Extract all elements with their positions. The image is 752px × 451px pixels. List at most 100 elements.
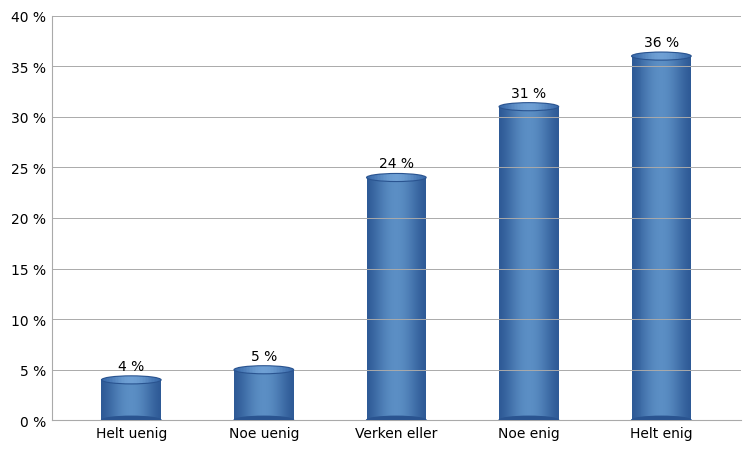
Bar (143, 377, 144, 384)
Bar (130, 376, 132, 384)
Bar (292, 370, 293, 420)
Bar (527, 103, 529, 111)
Bar (549, 107, 550, 420)
Bar (548, 105, 550, 110)
Bar (532, 103, 533, 111)
Bar (277, 370, 279, 420)
Bar (124, 380, 126, 420)
Bar (633, 57, 635, 420)
Bar (678, 54, 679, 60)
Bar (114, 380, 115, 420)
Bar (141, 376, 143, 384)
Bar (687, 57, 688, 420)
Bar (414, 175, 416, 181)
Bar (140, 376, 141, 384)
Bar (501, 107, 502, 420)
Bar (558, 107, 559, 420)
Bar (159, 379, 161, 381)
Bar (121, 376, 123, 384)
Bar (642, 54, 644, 60)
Bar (282, 370, 283, 420)
Bar (503, 107, 504, 420)
Bar (249, 366, 250, 373)
Bar (401, 174, 402, 182)
Bar (369, 176, 371, 180)
Bar (368, 178, 369, 420)
Bar (673, 53, 675, 60)
Bar (285, 367, 287, 373)
Bar (405, 174, 407, 182)
Bar (279, 367, 280, 373)
Bar (650, 53, 651, 61)
Bar (371, 176, 372, 180)
Bar (265, 370, 267, 420)
Bar (386, 174, 387, 182)
Bar (398, 174, 399, 182)
Bar (147, 380, 148, 420)
Bar (372, 178, 374, 420)
Bar (133, 380, 135, 420)
Bar (249, 370, 250, 420)
Bar (529, 107, 530, 420)
Bar (127, 380, 129, 420)
Bar (535, 107, 536, 420)
Bar (659, 57, 660, 420)
Bar (676, 57, 678, 420)
Bar (110, 380, 111, 420)
Bar (384, 178, 386, 420)
Bar (286, 370, 287, 420)
Bar (118, 377, 120, 384)
Bar (384, 175, 386, 182)
Bar (127, 376, 129, 384)
Bar (644, 57, 645, 420)
Bar (264, 370, 265, 420)
Bar (139, 380, 140, 420)
Bar (369, 178, 371, 420)
Bar (667, 57, 669, 420)
Bar (265, 366, 267, 374)
Bar (509, 107, 510, 420)
Bar (368, 177, 369, 179)
Bar (151, 380, 152, 420)
Bar (366, 177, 368, 179)
Bar (236, 370, 237, 420)
Bar (118, 380, 120, 420)
Bar (255, 370, 256, 420)
Bar (528, 107, 529, 420)
Bar (135, 380, 136, 420)
Bar (509, 104, 511, 110)
Bar (541, 104, 542, 111)
Bar (108, 377, 109, 382)
Bar (413, 175, 414, 181)
Bar (402, 174, 404, 182)
Bar (289, 370, 290, 420)
Bar (262, 366, 264, 374)
Bar (425, 178, 426, 420)
Bar (684, 55, 685, 60)
Bar (120, 380, 121, 420)
Bar (508, 105, 509, 110)
Bar (375, 175, 377, 181)
Bar (645, 54, 647, 60)
Bar (639, 54, 641, 60)
Bar (408, 178, 409, 420)
Bar (291, 370, 292, 420)
Bar (248, 370, 249, 420)
Bar (235, 370, 236, 420)
Bar (259, 366, 261, 374)
Bar (414, 178, 415, 420)
Bar (416, 178, 417, 420)
Bar (537, 107, 538, 420)
Bar (267, 366, 268, 374)
Bar (505, 105, 507, 110)
Bar (126, 380, 127, 420)
Bar (406, 178, 408, 420)
Bar (287, 370, 288, 420)
Bar (237, 370, 238, 420)
Ellipse shape (234, 416, 293, 424)
Bar (258, 370, 259, 420)
Bar (260, 370, 261, 420)
Bar (102, 379, 103, 381)
Bar (421, 178, 422, 420)
Bar (654, 57, 656, 420)
